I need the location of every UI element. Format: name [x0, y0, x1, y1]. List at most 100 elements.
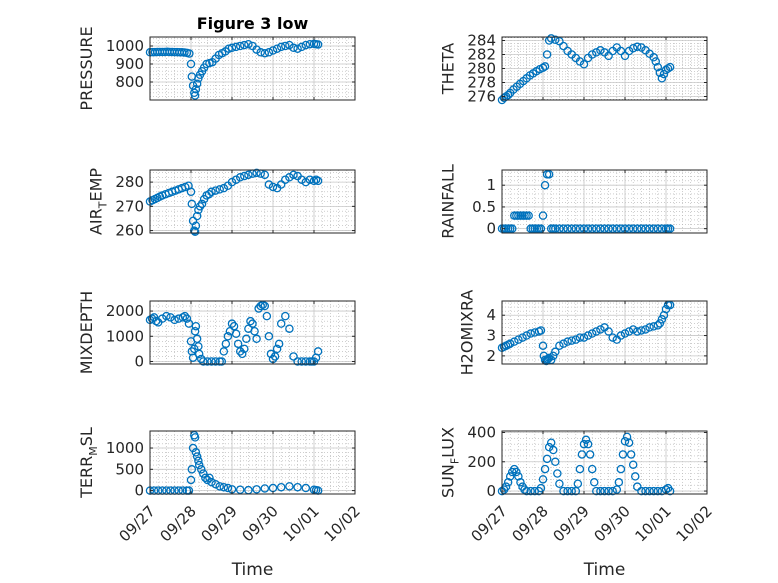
- y-tick-label: 280: [115, 173, 144, 191]
- plot-area: [150, 37, 355, 100]
- x-tick-label: 09/28: [157, 502, 200, 545]
- data-point: [575, 464, 585, 474]
- data-point: [507, 224, 517, 233]
- data-point: [608, 486, 617, 496]
- data-point: [649, 486, 658, 496]
- data-point: [190, 326, 200, 336]
- data-point: [188, 443, 198, 453]
- data-point: [559, 41, 568, 51]
- data-point: [616, 224, 626, 233]
- x-tick-label: 09/27: [116, 502, 159, 545]
- subplot-3: 260 270 280 AIRTEMP: [87, 168, 356, 240]
- data-point: [596, 486, 605, 496]
- data-point: [223, 483, 233, 493]
- data-point: [659, 69, 669, 79]
- data-point: [665, 224, 675, 233]
- y-tick-label: 0: [134, 352, 144, 370]
- figure-title: Figure 3 low: [197, 14, 309, 33]
- data-point: [624, 327, 634, 336]
- data-point: [628, 325, 638, 334]
- data-point: [264, 180, 274, 189]
- data-point: [297, 42, 306, 52]
- data-point: [186, 59, 196, 69]
- axes-box: [149, 430, 356, 495]
- data-point: [194, 460, 204, 470]
- data-point: [162, 311, 171, 321]
- data-point: [575, 224, 585, 233]
- data-point: [233, 339, 243, 349]
- data-point: [231, 42, 241, 52]
- data-point: [596, 46, 605, 55]
- data-point: [231, 329, 241, 339]
- data-point: [215, 185, 224, 194]
- data-point: [596, 325, 605, 334]
- data-point: [252, 485, 261, 494]
- data-point: [622, 432, 632, 442]
- data-point: [637, 224, 646, 233]
- data-point: [256, 48, 265, 57]
- data-point: [204, 189, 214, 199]
- data-point: [178, 313, 188, 322]
- data-point: [600, 486, 609, 496]
- data-series: [145, 300, 323, 366]
- data-point: [194, 456, 203, 466]
- data-point: [637, 486, 646, 496]
- data-point: [313, 347, 323, 356]
- data-point: [505, 339, 515, 348]
- x-axis-label-left: Time: [231, 560, 274, 580]
- data-point: [583, 331, 593, 340]
- data-point: [563, 337, 572, 346]
- axes-box: [501, 169, 708, 234]
- data-point: [641, 224, 650, 233]
- data-point: [192, 452, 202, 461]
- data-series: [497, 34, 675, 105]
- y-tick-label: 1000: [106, 327, 144, 345]
- data-point: [260, 48, 270, 58]
- data-point: [264, 48, 274, 57]
- data-point: [187, 347, 197, 356]
- y-tick-label: 900: [115, 55, 144, 73]
- data-point: [653, 486, 663, 496]
- data-point: [567, 224, 576, 233]
- y-tick-label: 500: [115, 460, 144, 478]
- x-tick-label: 10/02: [673, 502, 716, 545]
- data-point: [293, 44, 302, 53]
- data-point: [604, 224, 613, 233]
- data-point: [272, 344, 282, 354]
- data-point: [596, 224, 605, 233]
- y-axis-label-4: RAINFALL: [439, 164, 458, 239]
- data-point: [272, 44, 282, 53]
- data-point: [645, 486, 654, 496]
- data-point: [281, 175, 290, 184]
- x-tick-label: 09/30: [591, 502, 634, 545]
- data-point: [297, 357, 306, 366]
- data-point: [262, 311, 272, 321]
- data-point: [555, 341, 564, 350]
- data-series: [145, 39, 323, 100]
- y-tick-label: 2000: [106, 302, 144, 320]
- data-point: [571, 486, 581, 496]
- data-point: [637, 326, 646, 335]
- data-point: [663, 64, 673, 73]
- data-point: [503, 478, 513, 487]
- data-point: [201, 473, 210, 483]
- data-point: [215, 482, 224, 491]
- x-tick-label: 10/01: [632, 502, 675, 545]
- data-point: [649, 224, 658, 233]
- data-point: [587, 329, 597, 338]
- data-point: [538, 63, 548, 73]
- data-point: [211, 479, 220, 489]
- data-point: [551, 35, 560, 45]
- data-point: [600, 224, 609, 233]
- data-point: [571, 335, 581, 344]
- subplot-6: 2 3 4 H2OMIXRA: [458, 290, 708, 376]
- y-axis-label-6: H2OMIXRA: [458, 290, 477, 376]
- y-tick-label: 1: [486, 176, 496, 194]
- data-point: [301, 357, 311, 366]
- data-point: [235, 173, 245, 182]
- data-series: [497, 432, 675, 496]
- data-point: [592, 48, 601, 57]
- data-point: [221, 339, 231, 349]
- data-point: [612, 224, 622, 233]
